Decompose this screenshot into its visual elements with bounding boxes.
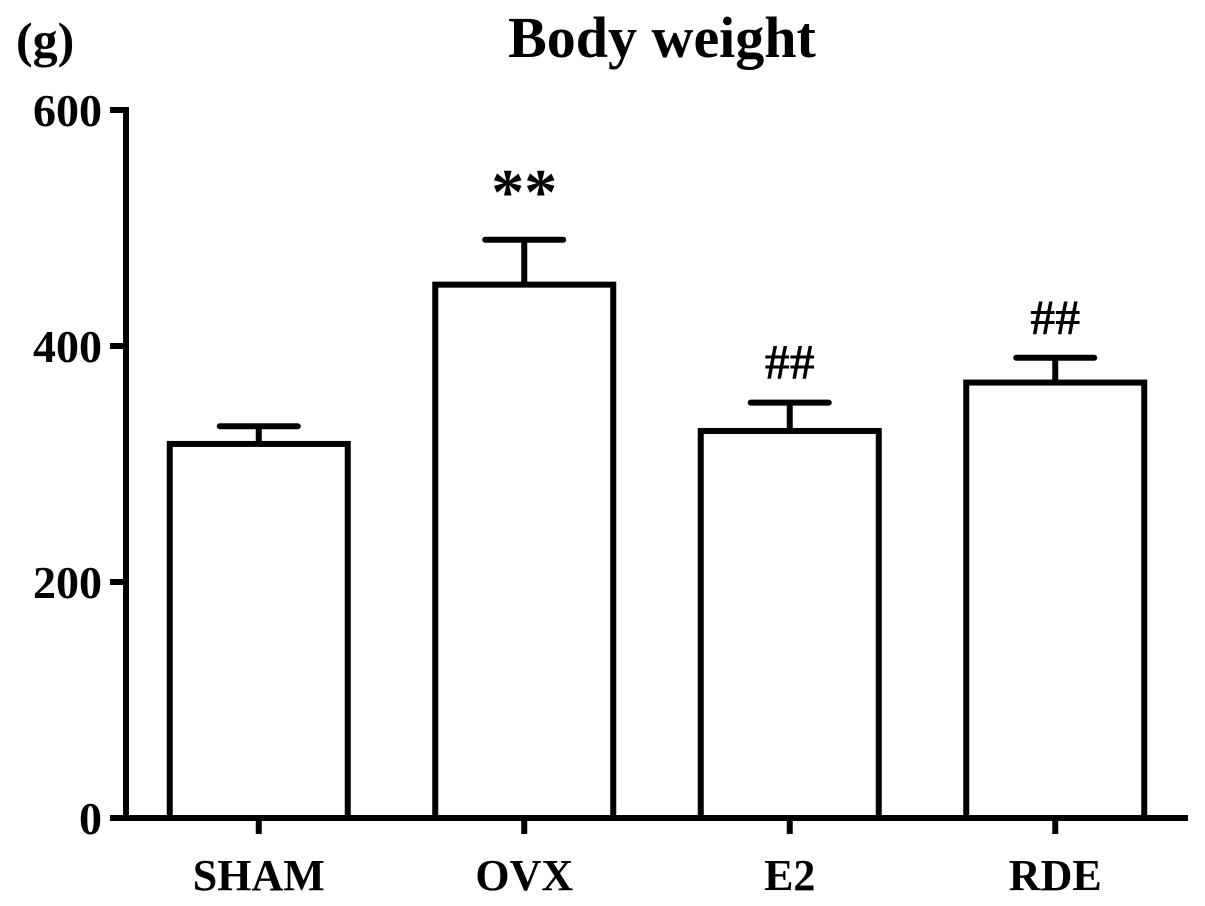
bar-sham: [166, 440, 351, 821]
y-tick-label: 200: [33, 557, 102, 608]
bar-ovx: [432, 281, 617, 821]
bar-rde: [963, 379, 1148, 821]
y-axis-unit-label: (g): [16, 12, 74, 68]
x-tick-label: OVX: [475, 851, 573, 900]
plot-area: SHAM ** OVX ## E2 ## RDE 0 200 400 600: [33, 85, 1188, 900]
x-tick-label: E2: [764, 851, 815, 900]
y-tick-label: 0: [79, 793, 102, 844]
x-tick-label: SHAM: [193, 851, 325, 900]
significance-label: **: [491, 156, 557, 229]
significance-label: ##: [765, 334, 815, 390]
x-tick-label: RDE: [1009, 851, 1102, 900]
bar-e2: [697, 427, 882, 821]
y-tick-label: 600: [33, 85, 102, 136]
chart-title: Body weight: [508, 5, 816, 70]
significance-label: ##: [1030, 289, 1080, 345]
y-tick-label: 400: [33, 321, 102, 372]
